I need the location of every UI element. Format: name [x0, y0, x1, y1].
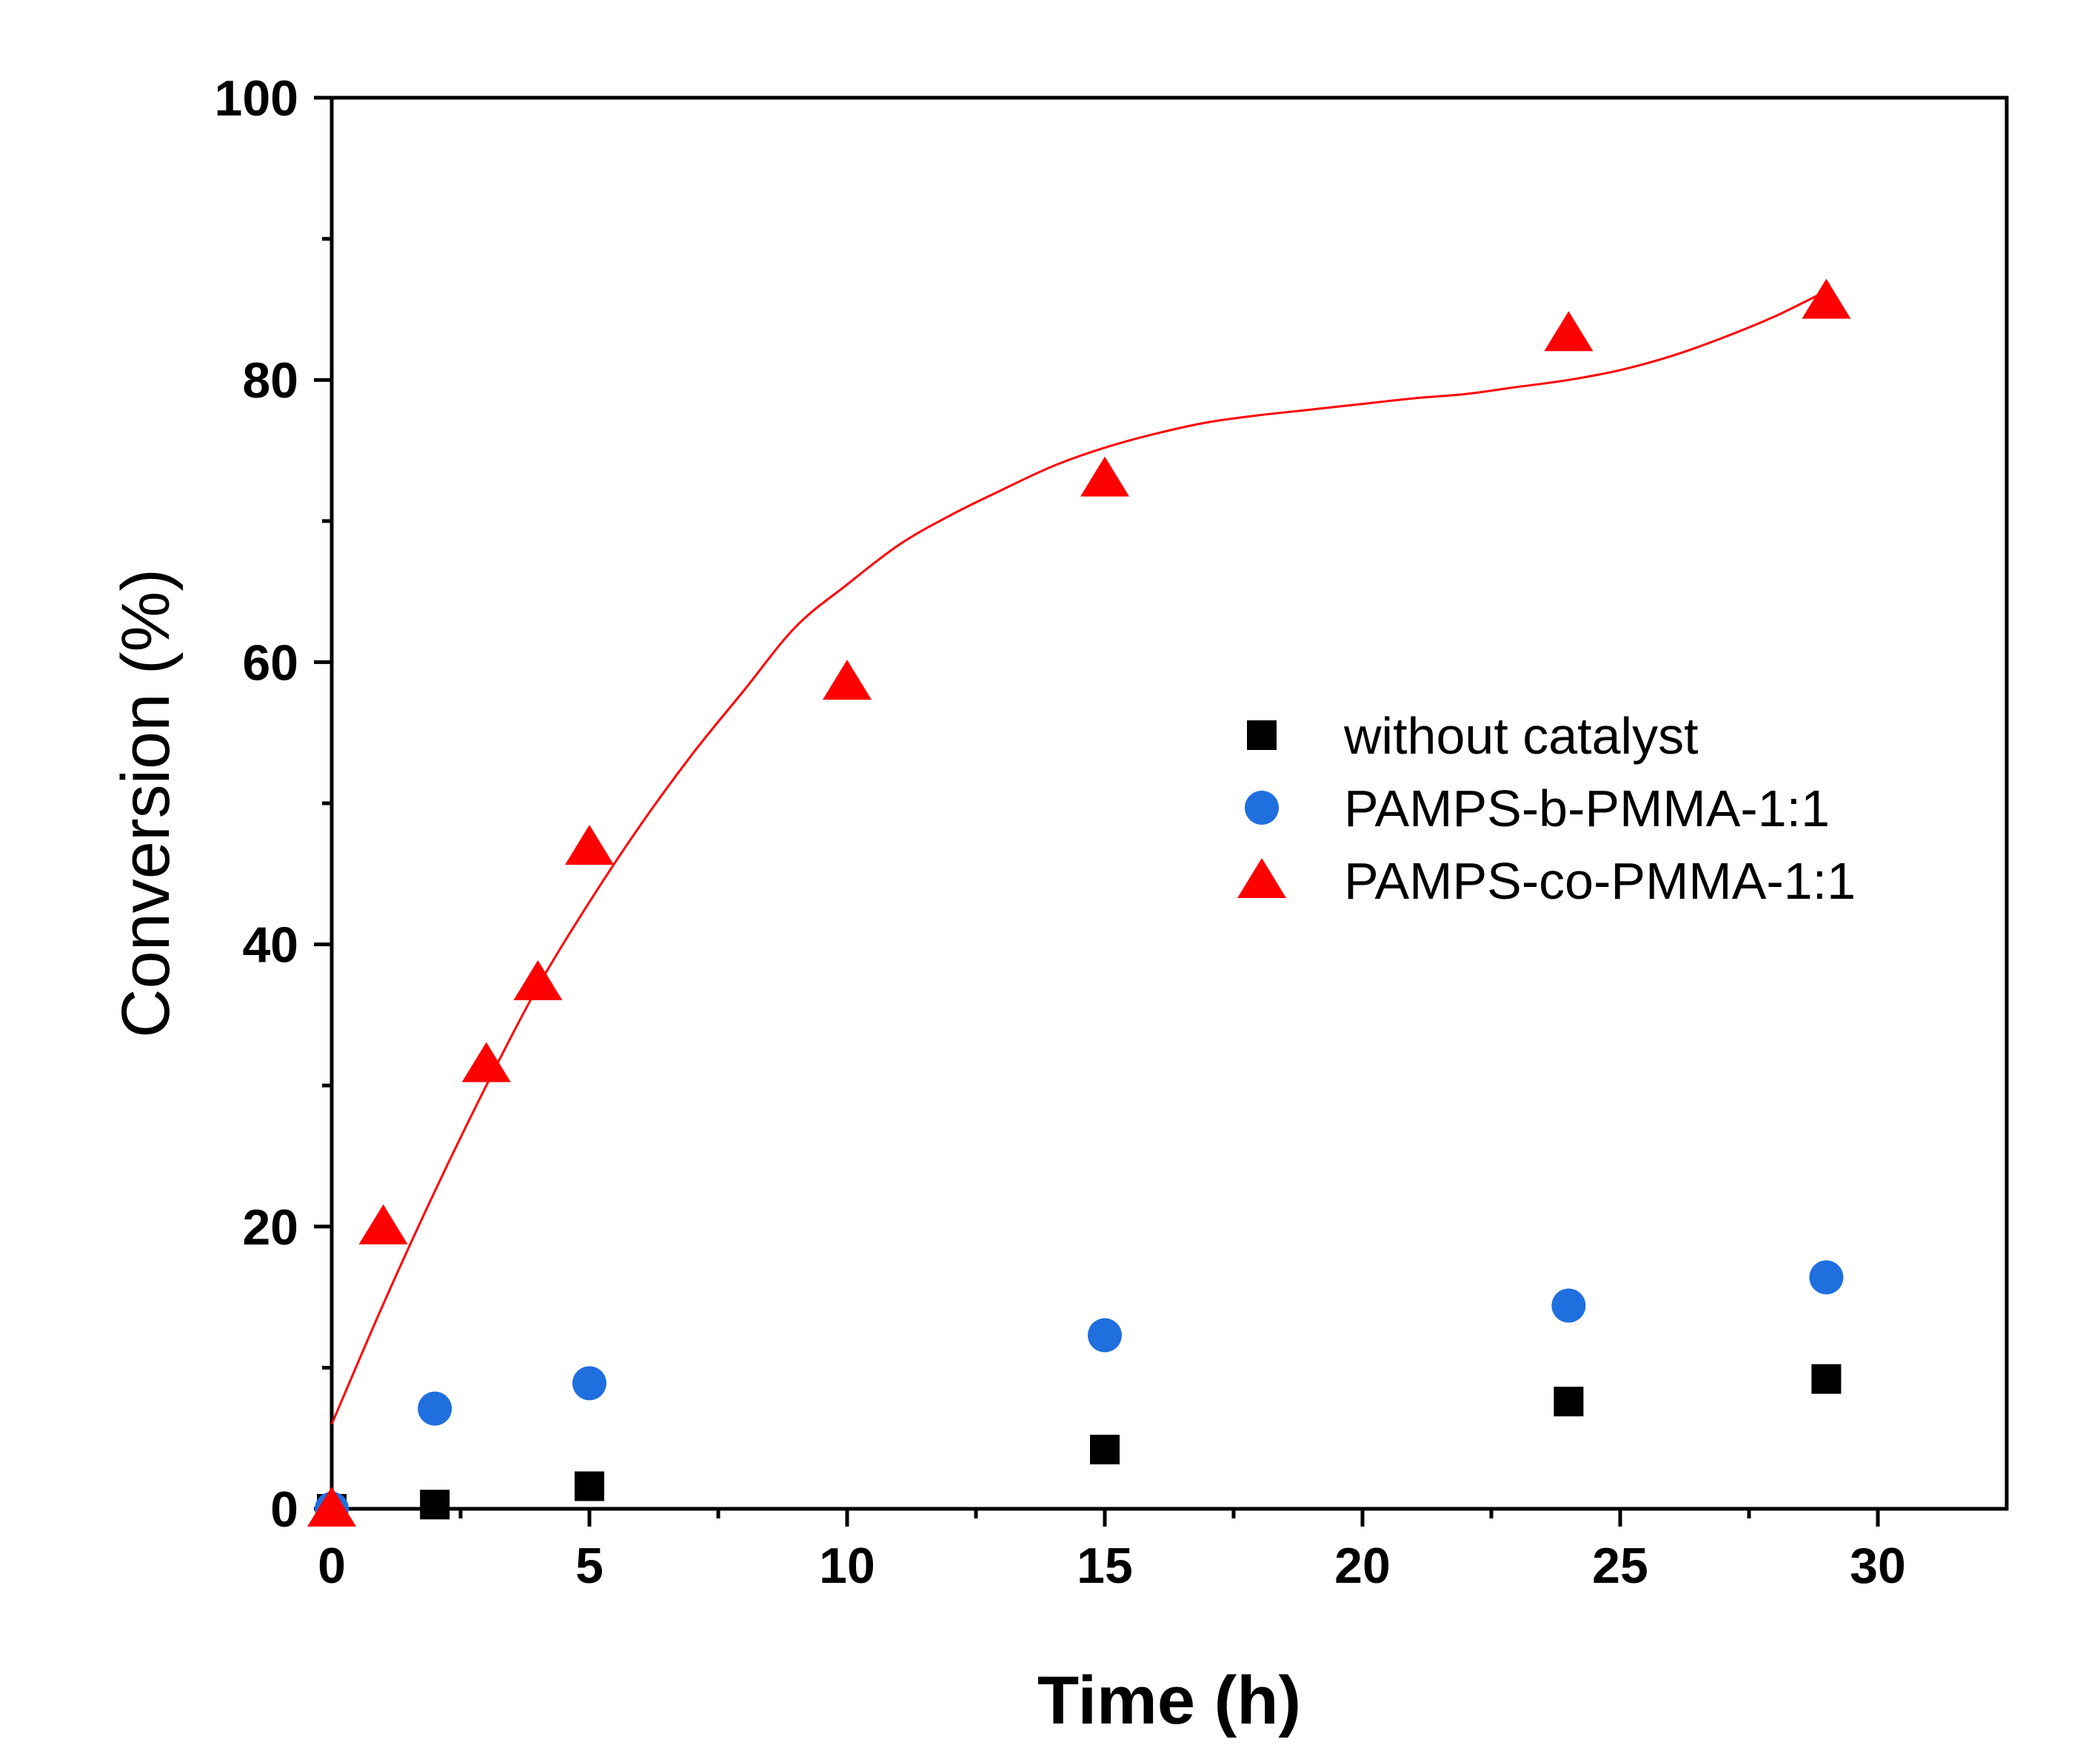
legend-square-marker [1247, 720, 1277, 750]
triangle-point [358, 1204, 408, 1245]
tick-labels: 0 5 10 15 20 25 30 0 20 40 60 80 100 [215, 70, 1906, 1594]
x-tick-label: 5 [575, 1538, 603, 1594]
y-tick-label: 80 [242, 352, 298, 409]
triangle-point [1080, 456, 1129, 497]
y-tick-label: 60 [242, 634, 298, 691]
triangle-point [1544, 311, 1594, 352]
legend-label: PAMPS-co-PMMA-1:1 [1344, 852, 1856, 910]
triangle-point [513, 960, 563, 1001]
x-axis-title: Time (h) [1037, 1663, 1301, 1738]
legend-label: without catalyst [1343, 707, 1699, 765]
y-tick-label: 100 [215, 70, 298, 127]
series-3 [307, 278, 1851, 1527]
series-2 [315, 1260, 1844, 1526]
legend: without catalyst PAMPS-b-PMMA-1:1 PAMPS-co… [1237, 707, 1856, 910]
x-tick-label: 15 [1077, 1538, 1133, 1594]
series-1 [317, 1364, 1842, 1524]
triangle-point [461, 1042, 511, 1082]
triangle-point [565, 825, 614, 865]
legend-triangle-marker [1237, 858, 1286, 898]
triangle-point [307, 1487, 356, 1527]
circle-point [572, 1366, 606, 1401]
legend-circle-marker [1245, 791, 1279, 825]
circle-point [1088, 1318, 1122, 1353]
square-point [1554, 1387, 1584, 1417]
x-tick-label: 25 [1592, 1538, 1648, 1594]
ticks [314, 96, 1880, 1527]
square-point [1090, 1434, 1120, 1464]
square-point [1811, 1364, 1842, 1394]
x-tick-label: 20 [1334, 1538, 1391, 1594]
y-tick-label: 0 [270, 1481, 298, 1538]
y-tick-label: 40 [242, 917, 298, 974]
circle-point [418, 1391, 452, 1426]
x-tick-label: 10 [819, 1538, 875, 1594]
triangle-point [1802, 278, 1851, 319]
legend-label: PAMPS-b-PMMA-1:1 [1344, 780, 1830, 837]
data-markers [307, 278, 1851, 1527]
x-tick-label: 30 [1850, 1538, 1906, 1594]
triangle-point [823, 660, 872, 700]
circle-point [1809, 1260, 1844, 1295]
y-tick-label: 20 [242, 1199, 298, 1256]
y-axis-title: Conversion (%) [108, 569, 184, 1038]
square-point [575, 1471, 604, 1501]
x-tick-label: 0 [318, 1538, 346, 1594]
circle-point [1551, 1288, 1586, 1323]
square-point [420, 1490, 450, 1520]
